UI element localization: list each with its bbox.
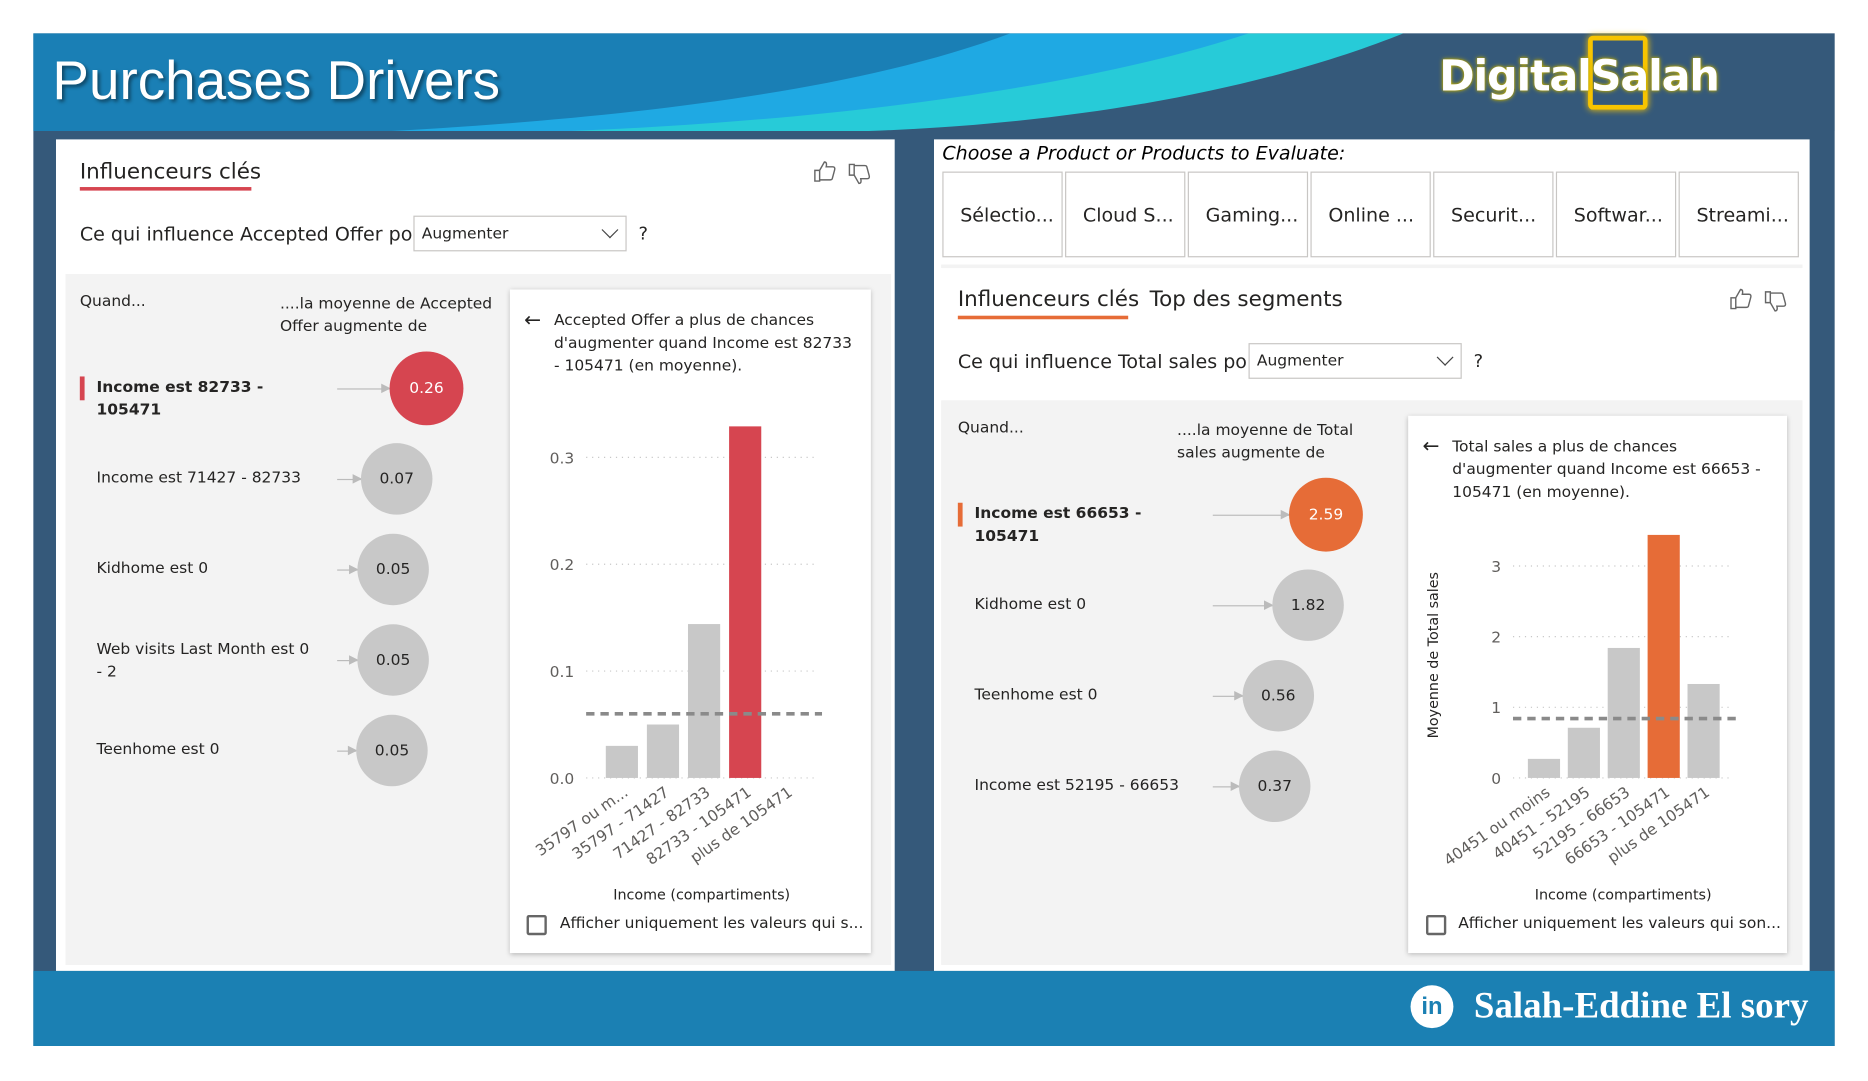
- thumbs-up-icon[interactable]: [812, 161, 836, 182]
- selected-indicator: [79, 376, 85, 401]
- influencer-label: Income est 71427 - 82733: [96, 469, 301, 488]
- tab-underline: [957, 315, 1129, 320]
- footer-band: [33, 970, 1835, 1046]
- influence-value: 0.05: [375, 560, 411, 579]
- dropdown-value: Augmenter: [421, 225, 509, 244]
- arrow-icon: [337, 564, 359, 575]
- influencer-label: Income est 66653 - 105471: [974, 505, 1142, 546]
- influence-bubble[interactable]: 0.05: [357, 624, 429, 696]
- slicer-button[interactable]: Softwar...: [1555, 171, 1677, 258]
- author-name: Salah-Eddine El sory: [1473, 984, 1809, 1026]
- slicer-button[interactable]: Sélectio...: [942, 171, 1063, 258]
- tab-underline: [79, 187, 252, 191]
- influence-value: 0.26: [409, 379, 444, 398]
- thumbs-down-icon[interactable]: [847, 163, 871, 185]
- column-average: ....la moyenne de Accepted Offer augment…: [279, 295, 493, 336]
- header-banner: [33, 33, 1835, 132]
- influence-bubble[interactable]: 0.05: [357, 533, 429, 606]
- back-arrow-icon[interactable]: ←: [524, 308, 542, 333]
- direction-dropdown[interactable]: Augmenter: [413, 215, 627, 252]
- tab-top-segments[interactable]: Top des segments: [1149, 287, 1343, 313]
- influence-value: 0.05: [375, 651, 411, 669]
- detail-description: Accepted Offer a plus de chances d'augme…: [553, 312, 853, 376]
- thumbs-up-icon[interactable]: [1729, 288, 1753, 310]
- influencer-label: Web visits Last Month est 0 - 2: [96, 640, 310, 682]
- checkbox-label: Afficher uniquement les valeurs qui son.…: [1458, 914, 1781, 933]
- column-when: Quand...: [79, 293, 146, 311]
- influencer-label: Income est 52195 - 66653: [974, 776, 1179, 795]
- influence-value: 0.05: [374, 741, 410, 760]
- chevron-down-icon: [1436, 348, 1454, 366]
- influence-bubble[interactable]: 0.26: [389, 351, 464, 426]
- influencer-label: Kidhome est 0: [96, 559, 209, 578]
- influence-value: 2.59: [1308, 505, 1344, 524]
- slicer-button[interactable]: Cloud S...: [1065, 171, 1186, 258]
- divider: [941, 264, 1803, 269]
- slicer-title: Choose a Product or Products to Evaluate…: [942, 141, 1346, 165]
- influence-bubble[interactable]: 2.59: [1289, 477, 1363, 552]
- only-values-checkbox[interactable]: [526, 914, 547, 936]
- influencer-label: Teenhome est 0: [974, 686, 1098, 705]
- detail-card: [509, 289, 871, 954]
- back-arrow-icon[interactable]: ←: [1422, 434, 1440, 459]
- influence-prompt: Ce qui influence Accepted Offer pour: [79, 222, 433, 246]
- page-title: Purchases Drivers: [52, 48, 501, 111]
- influence-value: 0.07: [379, 469, 414, 488]
- arrow-icon: [337, 655, 359, 665]
- slicer-button[interactable]: Gaming...: [1187, 171, 1309, 258]
- column-when: Quand...: [957, 419, 1024, 438]
- influencer-label: Kidhome est 0: [974, 595, 1087, 614]
- checkbox-label: Afficher uniquement les valeurs qui s...: [559, 914, 864, 933]
- direction-dropdown[interactable]: Augmenter: [1248, 343, 1462, 379]
- influencer-label: Teenhome est 0: [96, 741, 220, 759]
- column-average: ....la moyenne de Total sales augmente d…: [1177, 421, 1354, 463]
- influence-prompt: Ce qui influence Total sales pour: [957, 350, 1267, 373]
- influence-bubble[interactable]: 0.37: [1238, 750, 1311, 823]
- arrow-icon: [337, 383, 391, 394]
- influence-bubble[interactable]: 1.82: [1272, 569, 1344, 641]
- detail-description: Total sales a plus de chances d'augmente…: [1452, 438, 1761, 502]
- only-values-checkbox[interactable]: [1426, 914, 1447, 936]
- slicer-button[interactable]: Online ...: [1310, 171, 1431, 258]
- help-icon[interactable]: ?: [1473, 350, 1484, 372]
- dropdown-value: Augmenter: [1256, 352, 1344, 371]
- influence-value: 0.56: [1261, 686, 1296, 705]
- chevron-down-icon: [601, 221, 619, 239]
- tab-key-influencers[interactable]: Influenceurs clés: [79, 159, 262, 185]
- arrow-icon: [1212, 781, 1241, 792]
- arrow-icon: [1212, 509, 1291, 520]
- tab-key-influencers[interactable]: Influenceurs clés: [957, 287, 1140, 313]
- influence-value: 0.37: [1257, 777, 1292, 796]
- help-icon[interactable]: ?: [638, 222, 649, 245]
- slicer-button[interactable]: Streami...: [1678, 171, 1799, 258]
- arrow-icon: [1212, 690, 1244, 701]
- detail-card: [1408, 415, 1787, 954]
- selected-indicator: [957, 502, 963, 527]
- influence-value: 1.82: [1290, 596, 1326, 615]
- linkedin-icon[interactable]: in: [1410, 985, 1454, 1029]
- arrow-icon: [1212, 600, 1274, 610]
- influence-bubble[interactable]: 0.05: [356, 714, 428, 787]
- arrow-icon: [337, 745, 358, 756]
- thumbs-down-icon[interactable]: [1763, 291, 1787, 312]
- shopping-bag-icon: [1588, 35, 1648, 110]
- influence-bubble[interactable]: 0.07: [360, 443, 433, 515]
- influence-bubble[interactable]: 0.56: [1242, 659, 1315, 732]
- influencer-label: Income est 82733 - 105471: [96, 378, 264, 420]
- arrow-icon: [337, 474, 363, 484]
- slicer-button[interactable]: Securit...: [1433, 171, 1554, 258]
- logo: DigitalSalah: [1439, 52, 1720, 102]
